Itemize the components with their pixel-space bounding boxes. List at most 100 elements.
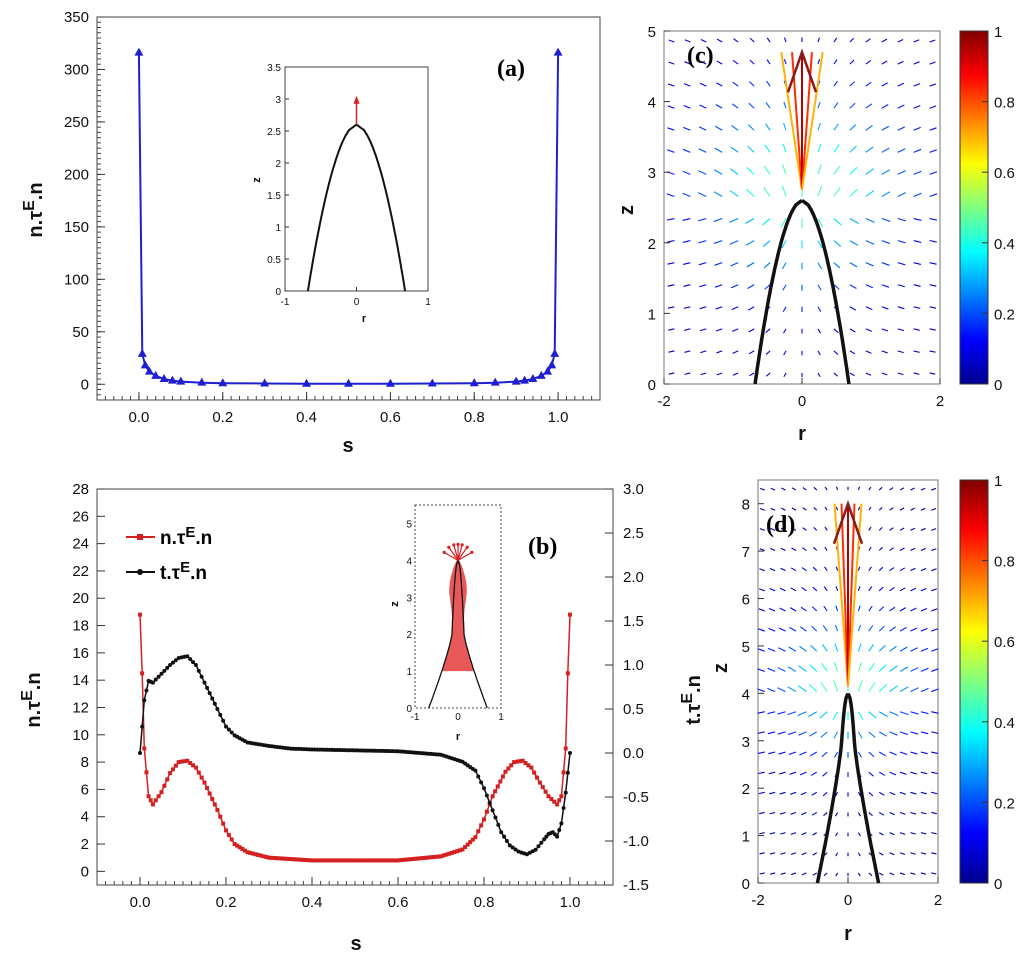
panel-d-field-arrow [780, 507, 786, 511]
panel-d-interface-left [815, 692, 850, 884]
panel-b-inset-interface-right [457, 560, 488, 709]
panel-b-normal-point [393, 858, 398, 863]
panel-b-normal-point [287, 856, 292, 861]
panel-b-normal-point [411, 856, 416, 861]
panel-c-field-arrow [929, 61, 936, 65]
panel-b-normal-point [245, 850, 250, 855]
panel-b-normal-point [191, 763, 196, 768]
panel-c-field-arrow [667, 127, 675, 131]
panel-b-normal-point [426, 855, 431, 860]
panel-d-field-arrow [931, 731, 939, 734]
panel-b-normal-point [279, 856, 284, 861]
panel-b-normal-point [185, 758, 190, 763]
panel-b-inset-ylabel: z [389, 601, 401, 607]
panel-b-tangential-point [555, 834, 560, 839]
panel-c-field-arrow [881, 350, 888, 354]
panel-d-field-arrow [789, 771, 797, 775]
panel-d-field-arrow [931, 688, 939, 693]
panel-d-field-arrow [812, 832, 818, 836]
panel-c-field-arrow [668, 61, 675, 65]
panel-b-normal-point [202, 780, 207, 785]
panel-c-field-arrow [865, 350, 872, 354]
panel-a-data-point [520, 375, 530, 384]
panel-d-field-arrow [931, 588, 938, 592]
panel-d-field-arrow [857, 661, 863, 672]
panel-c-field-arrow [881, 82, 888, 87]
legend-entry-normal: n.τE.n [126, 524, 212, 549]
panel-b-normal-point [337, 858, 342, 863]
panel-d-field-arrow [889, 567, 895, 572]
panel-c-field-arrow [881, 191, 891, 197]
panel-c-field-arrow [714, 125, 723, 131]
panel-b-inset-tip-arrow [457, 544, 463, 561]
panel-a-y-tick-label: 100 [64, 271, 89, 288]
panel-d-field-arrow [759, 508, 765, 511]
panel-c-field-arrow [881, 38, 888, 43]
legend-entry-tangential: t.τE.n [126, 559, 207, 584]
panel-a-x-tick-label: 0.6 [380, 409, 401, 426]
panel-c-field-arrow [713, 169, 723, 175]
panel-b-tangential-point [142, 698, 147, 703]
panel-c-field-arrow [897, 126, 906, 131]
panel-a-data-point [385, 378, 395, 387]
panel-c-field-arrow [714, 262, 723, 266]
panel-c-field-arrow [746, 166, 755, 175]
panel-d-colorbar-tick-label: 0 [994, 876, 1002, 893]
panel-d-jet-arrow [840, 503, 849, 687]
panel-c-field-arrow [763, 187, 771, 197]
panel-d-field-arrow [759, 872, 765, 875]
panel-d-field-arrow [910, 667, 919, 672]
panel-b-inset-tip-arrowhead [465, 545, 469, 549]
panel-d-field-arrow [868, 711, 877, 719]
panel-d-field-arrow [868, 486, 872, 491]
panel-b-normal-point [549, 796, 554, 801]
panel-a-data-point [427, 378, 437, 387]
panel-c-field-arrow [833, 37, 838, 43]
panel-d-field-arrow [931, 711, 939, 714]
panel-d-field-arrow [878, 852, 884, 856]
panel-b-normal-point [289, 857, 294, 862]
panel-c-field-arrow [683, 104, 691, 109]
panel-d-field-arrow [778, 771, 786, 775]
panel-b-tangential-point [202, 680, 207, 685]
panel-b-normal-point [490, 794, 495, 799]
panel-b-inset-x-tick-label: 1 [498, 712, 504, 723]
panel-c-field-arrow [929, 193, 938, 197]
panel-d-field-arrow [899, 686, 909, 693]
panel-d-field-arrow [931, 487, 937, 491]
panel-b-tangential-point [218, 712, 223, 717]
panel-c-field-arrow [749, 59, 755, 65]
panel-a-inset-interface-left [306, 123, 358, 292]
panel-b-normal-point [413, 856, 418, 861]
panel-b-inset-tip-arrowhead [470, 550, 474, 554]
panel-b-normal-point [242, 848, 247, 853]
panel-b-tangential-point [199, 674, 204, 679]
panel-d-field-arrow [899, 751, 908, 755]
panel-b-normal-point [250, 851, 255, 856]
panel-d-field-arrow [790, 852, 797, 855]
panel-b-normal-point [431, 855, 436, 860]
panel-c-field-arrow [881, 284, 890, 288]
panel-d-field-arrow [787, 711, 797, 716]
panel-b-normal-point [517, 759, 522, 764]
panel-c-field-arrow [929, 171, 938, 175]
panel-c-field-arrow [913, 328, 921, 331]
panel-c-field-arrow [913, 240, 922, 243]
panel-b-normal-point [256, 852, 261, 857]
panel-d-field-arrow [878, 486, 883, 491]
panel-d-field-arrow [868, 605, 873, 612]
panel-c-field-arrow [765, 372, 771, 377]
panel-c-field-arrow [682, 170, 691, 175]
panel-c-field-arrow [817, 306, 822, 312]
panel-c-field-arrow [817, 101, 821, 109]
panel-d-field-arrow [889, 527, 894, 531]
panel-a-data-point [176, 376, 186, 385]
panel-d-field-arrow [910, 751, 918, 755]
panel-c-field-arrow [865, 306, 873, 311]
panel-c-field-arrow [729, 218, 739, 223]
panel-d-field-arrow [758, 791, 765, 795]
panel-d-field-arrow [791, 487, 797, 491]
panel-d-field-arrow [758, 628, 765, 632]
panel-d-field-arrow [768, 607, 776, 612]
